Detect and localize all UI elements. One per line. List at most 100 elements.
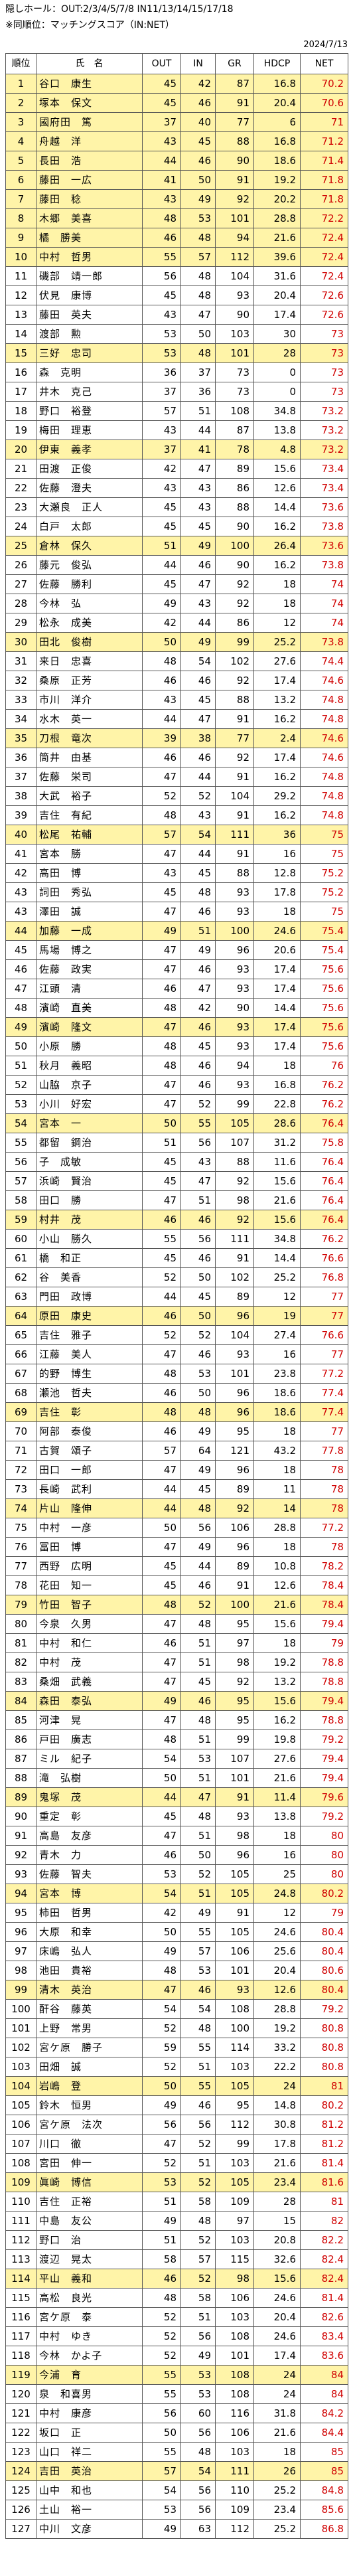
rank-cell: 88	[5, 1768, 36, 1788]
in-cell: 45	[180, 131, 216, 151]
gross-cell: 87	[215, 420, 254, 440]
hdcp-cell: 24	[253, 2076, 301, 2096]
net-cell: 75	[300, 902, 348, 922]
gross-cell: 91	[215, 93, 254, 113]
gross-cell: 105	[215, 1922, 254, 1942]
name-cell: 藤元 俊弘	[36, 555, 143, 575]
gross-cell: 98	[215, 1190, 254, 1210]
out-cell: 53	[142, 2172, 181, 2192]
net-cell: 77.4	[300, 1402, 348, 1422]
net-cell: 77	[300, 1344, 348, 1364]
table-row: 4 舟越 洋 43 45 88 16.8 71.2	[5, 131, 348, 151]
hdcp-cell: 26	[253, 2461, 301, 2481]
out-cell: 47	[142, 767, 181, 787]
gross-cell: 101	[215, 343, 254, 363]
in-cell: 55	[180, 1922, 216, 1942]
in-cell: 53	[180, 1961, 216, 1980]
hdcp-cell: 17.4	[253, 1017, 301, 1037]
net-cell: 80.8	[300, 2018, 348, 2038]
net-cell: 76	[300, 1056, 348, 1076]
gross-cell: 73	[215, 382, 254, 402]
rank-cell: 105	[5, 2095, 36, 2115]
rank-cell: 51	[5, 1056, 36, 1076]
table-row: 28 今林 弘 49 43 92 18 74	[5, 594, 348, 613]
hdcp-cell: 17.8	[253, 882, 301, 902]
col-header-rank: 順位	[5, 53, 36, 74]
out-cell: 54	[142, 1749, 181, 1769]
table-row: 126 土山 裕一 53 56 109 23.4 85.6	[5, 2500, 348, 2520]
gross-cell: 112	[215, 2519, 254, 2539]
in-cell: 42	[180, 998, 216, 1018]
gross-cell: 91	[215, 1903, 254, 1923]
name-cell: 吉住 有紀	[36, 805, 143, 825]
net-cell: 76.4	[300, 1113, 348, 1133]
in-cell: 54	[180, 825, 216, 845]
table-row: 25 倉林 保久 51 49 100 26.4 73.6	[5, 536, 348, 556]
name-cell: 倉林 保久	[36, 536, 143, 556]
in-cell: 63	[180, 2519, 216, 2539]
rank-cell: 59	[5, 1210, 36, 1230]
net-cell: 80.8	[300, 2057, 348, 2077]
out-cell: 53	[142, 2500, 181, 2520]
net-cell: 73	[300, 343, 348, 363]
gross-cell: 101	[215, 1364, 254, 1384]
gross-cell: 103	[215, 2230, 254, 2250]
table-row: 98 池田 貴裕 48 53 101 20.4 80.6	[5, 1961, 348, 1980]
in-cell: 48	[180, 1614, 216, 1634]
net-cell: 76.4	[300, 1210, 348, 1230]
in-cell: 54	[180, 651, 216, 671]
rank-cell: 53	[5, 1094, 36, 1114]
name-cell: 阿部 泰俊	[36, 1421, 143, 1441]
in-cell: 55	[180, 2076, 216, 2096]
in-cell: 48	[180, 1498, 216, 1518]
out-cell: 55	[142, 2365, 181, 2385]
gross-cell: 107	[215, 1749, 254, 1769]
hdcp-cell: 27.6	[253, 651, 301, 671]
in-cell: 46	[180, 555, 216, 575]
hdcp-cell: 18	[253, 902, 301, 922]
out-cell: 50	[142, 632, 181, 652]
gross-cell: 100	[215, 1595, 254, 1615]
out-cell: 46	[142, 1633, 181, 1653]
gross-cell: 95	[215, 1691, 254, 1711]
hdcp-cell: 14.4	[253, 497, 301, 517]
name-cell: 渡部 勲	[36, 324, 143, 344]
rank-cell: 47	[5, 979, 36, 999]
in-cell: 43	[180, 594, 216, 613]
hdcp-cell: 0	[253, 362, 301, 382]
name-cell: 三好 忠司	[36, 343, 143, 363]
in-cell: 46	[180, 1691, 216, 1711]
net-cell: 72.4	[300, 266, 348, 286]
table-row: 24 白戸 太郎 45 45 90 16.2 73.8	[5, 517, 348, 536]
gross-cell: 104	[215, 1325, 254, 1345]
gross-cell: 92	[215, 1498, 254, 1518]
net-cell: 75.6	[300, 998, 348, 1018]
hdcp-cell: 21.6	[253, 1768, 301, 1788]
hdcp-cell: 23.8	[253, 1364, 301, 1384]
gross-cell: 108	[215, 1999, 254, 2019]
out-cell: 43	[142, 863, 181, 883]
table-row: 50 小原 勝 48 45 93 17.4 75.6	[5, 1036, 348, 1056]
name-cell: 谷口 康生	[36, 74, 143, 94]
in-cell: 48	[180, 285, 216, 305]
name-cell: 坂口 正	[36, 2423, 143, 2443]
out-cell: 50	[142, 1113, 181, 1133]
table-row: 83 桑畑 武義 47 45 92 13.2 78.8	[5, 1672, 348, 1692]
hdcp-cell: 16.8	[253, 74, 301, 94]
net-cell: 77.2	[300, 1518, 348, 1538]
table-row: 31 来日 忠喜 48 54 102 27.6 74.4	[5, 651, 348, 671]
table-row: 39 吉住 有紀 48 43 91 16.2 74.8	[5, 805, 348, 825]
hdcp-cell: 16.2	[253, 709, 301, 729]
rank-cell: 66	[5, 1344, 36, 1364]
net-cell: 85	[300, 2442, 348, 2462]
hdcp-cell: 17.4	[253, 979, 301, 999]
hdcp-cell: 13.2	[253, 690, 301, 710]
table-row: 77 西野 広明 45 44 89 10.8 78.2	[5, 1556, 348, 1576]
gross-cell: 93	[215, 959, 254, 979]
rank-cell: 89	[5, 1787, 36, 1807]
results-table: 順位 氏 名 OUT IN GR HDCP NET 1 谷口 康生 45 42 87 16…	[5, 53, 348, 2539]
rank-cell: 104	[5, 2076, 36, 2096]
out-cell: 52	[142, 2346, 181, 2366]
table-row: 33 市川 洋介 43 45 88 13.2 74.8	[5, 690, 348, 710]
in-cell: 54	[180, 2461, 216, 2481]
